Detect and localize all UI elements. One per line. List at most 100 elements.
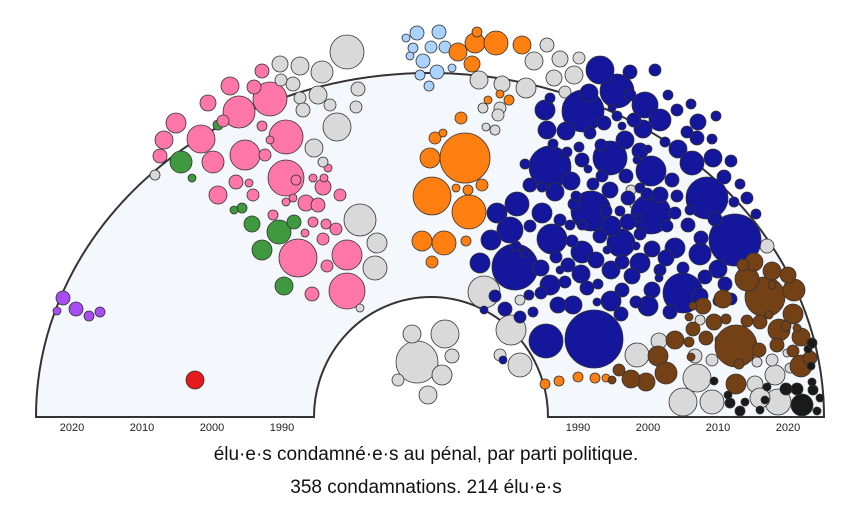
bubble-navy — [614, 205, 626, 217]
bubble-brown — [792, 323, 802, 333]
bubble-navy — [615, 130, 635, 150]
bubble-navy — [640, 187, 654, 201]
bubble-brown — [779, 266, 797, 284]
bubble-pink — [186, 124, 216, 154]
chart-subtitle: 358 condamnations. 214 élu·e·s — [290, 477, 562, 498]
bubble-navy — [633, 227, 647, 241]
bubble-navy — [564, 219, 576, 231]
bubble-black — [740, 397, 750, 407]
bubble-navy — [496, 216, 524, 244]
bubble-navy — [629, 252, 651, 274]
bubble-navy — [717, 276, 733, 292]
bubble-brown — [725, 373, 747, 395]
bubble-navy — [519, 158, 531, 170]
bubble-gray — [699, 389, 725, 415]
bubble-navy — [592, 297, 602, 307]
bubble-navy — [592, 228, 608, 244]
bubble-brown — [665, 330, 685, 350]
bubble-navy — [536, 223, 568, 255]
bubble-gray — [290, 56, 310, 76]
bubble-navy — [564, 309, 624, 369]
bubble-gray — [624, 342, 650, 368]
bubble-navy — [565, 234, 579, 248]
bubble-gray — [402, 324, 422, 344]
bubble-pink — [281, 197, 291, 207]
bubble-black — [807, 384, 819, 396]
bubble-navy — [676, 261, 690, 275]
bubble-navy — [707, 211, 723, 227]
bubble-gray — [759, 238, 775, 254]
bubble-brown — [733, 358, 745, 370]
bubble-black — [755, 405, 765, 415]
bubble-purple — [94, 306, 106, 318]
bubble-navy — [697, 269, 713, 285]
bubble-navy — [586, 177, 600, 191]
bubble-navy — [668, 206, 682, 220]
bubble-orange — [439, 132, 491, 184]
right-tick-label: 2010 — [706, 422, 730, 434]
bubble-brown — [654, 361, 678, 385]
bubble-gray — [310, 60, 334, 84]
bubble-navy — [545, 182, 565, 202]
bubble-gray — [293, 91, 307, 105]
bubble-orange — [425, 255, 439, 269]
bubble-orange — [463, 55, 481, 73]
bubble-orange — [411, 230, 433, 252]
bubble-pink — [300, 228, 310, 238]
bubble-gray — [514, 294, 526, 306]
bubble-navy — [689, 130, 705, 146]
bubble-orange — [431, 230, 457, 256]
bubble-pink — [229, 139, 261, 171]
bubble-purple — [83, 310, 95, 322]
bubble-navy — [617, 121, 627, 131]
bubble-gray — [304, 138, 324, 158]
bubble-brown — [782, 303, 804, 325]
bubble-green — [236, 202, 248, 214]
bubble-navy — [632, 155, 642, 165]
bubble-navy — [626, 112, 642, 128]
bubble-green — [286, 214, 302, 230]
bubble-navy — [631, 241, 641, 251]
bubble-pink — [267, 159, 305, 197]
bubble-navy — [549, 296, 567, 314]
right-axis: 1990 2000 2010 2020 — [566, 422, 800, 434]
bubble-pink — [165, 112, 187, 134]
bubble-navy — [629, 295, 643, 309]
left-tick-label: 2000 — [200, 422, 224, 434]
bubble-gray — [430, 319, 460, 349]
bubble-navy — [570, 240, 594, 264]
bubble-navy — [520, 248, 530, 258]
bubble-brown — [686, 352, 696, 362]
bubble-brown — [762, 261, 782, 281]
bubble-gray — [349, 100, 363, 114]
bubble-navy — [643, 240, 661, 258]
bubble-navy — [595, 169, 609, 183]
bubble-navy — [594, 138, 608, 152]
bubble-navy — [574, 152, 590, 168]
bubble-red — [185, 370, 205, 390]
bubble-brown — [621, 369, 641, 389]
bubble-brown — [683, 336, 695, 348]
bubble-navy — [549, 250, 563, 264]
bubble-navy — [497, 301, 513, 317]
bubble-navy — [561, 146, 573, 158]
bubble-navy — [635, 155, 667, 187]
bubble-navy — [660, 219, 674, 233]
bubble-pink — [319, 173, 329, 183]
bubble-navy — [684, 204, 696, 216]
bubble-pink — [199, 94, 217, 112]
bubble-navy — [553, 213, 567, 227]
bubble-orange — [448, 42, 468, 62]
bubble-orange — [553, 375, 565, 387]
bubble-gray — [285, 76, 301, 92]
bubble-orange — [454, 111, 468, 125]
bubble-navy — [685, 176, 729, 220]
bubble-navy — [634, 213, 644, 223]
bubble-gray — [515, 77, 537, 99]
bubble-orange — [451, 194, 487, 230]
bubble-purple — [52, 306, 62, 316]
bubble-brown — [769, 337, 785, 353]
bubble-pink — [304, 286, 320, 302]
bubble-brown — [740, 314, 754, 328]
bubble-navy — [486, 202, 508, 224]
